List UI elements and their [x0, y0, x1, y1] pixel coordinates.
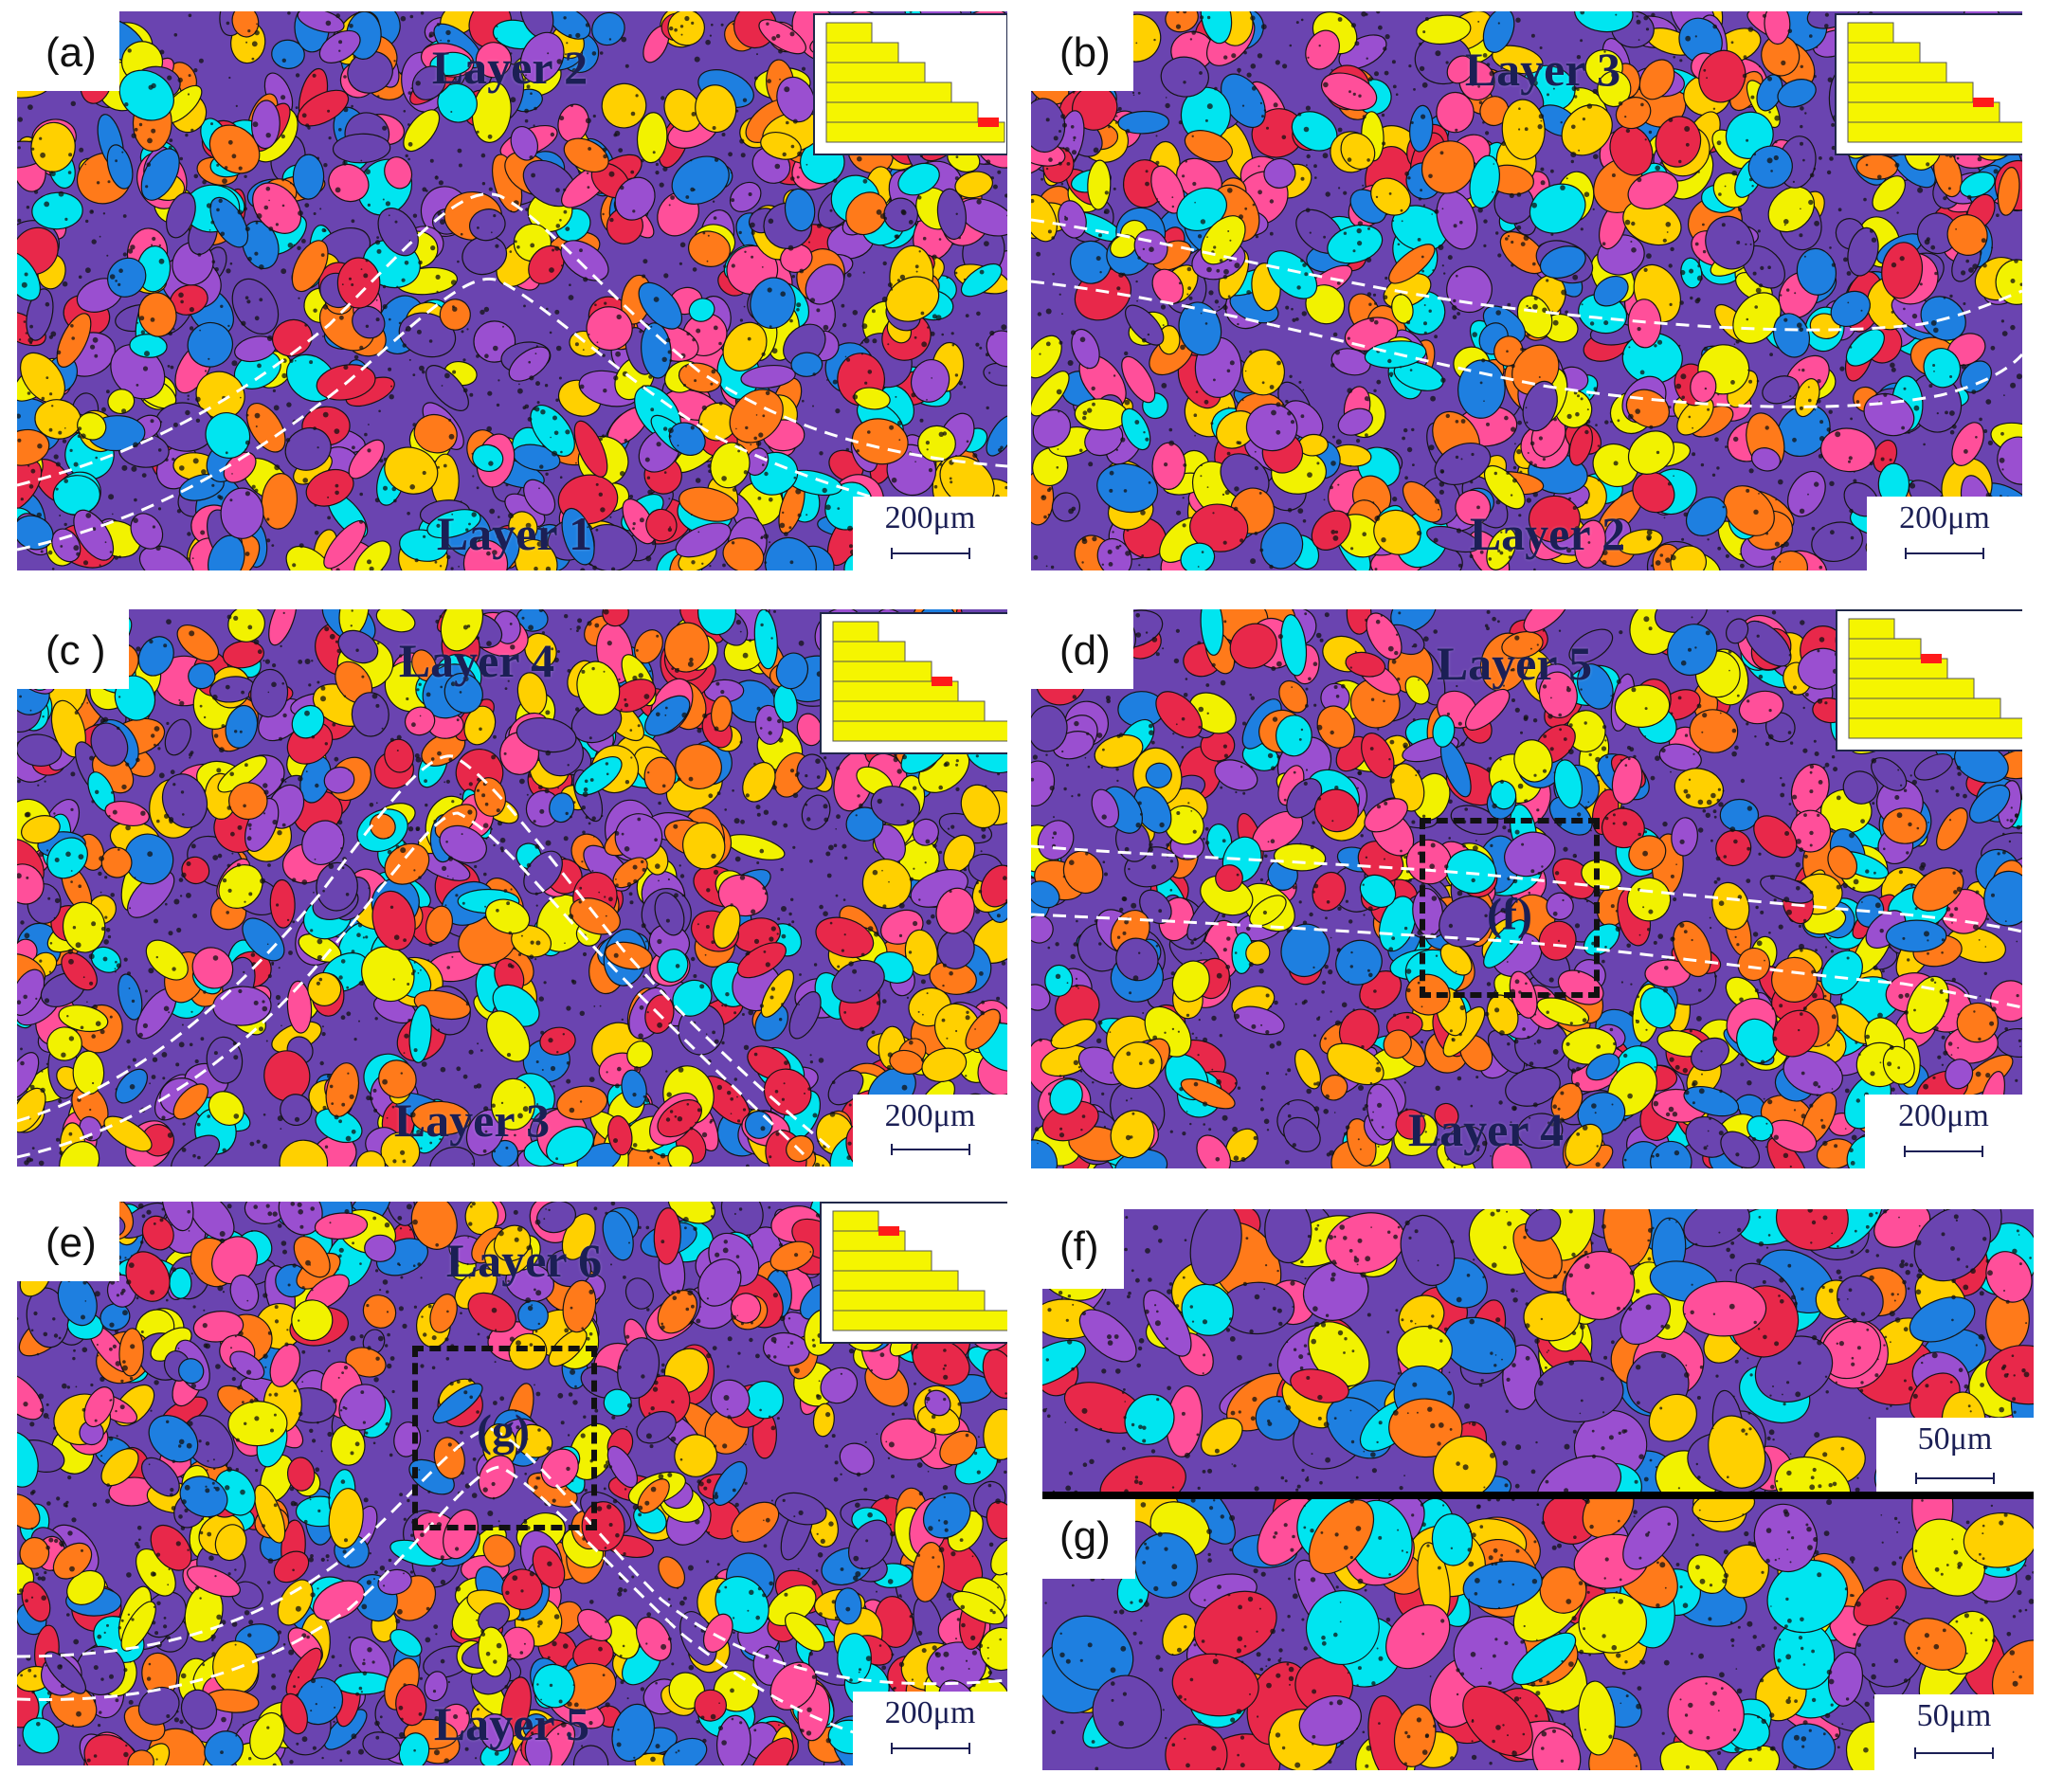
panel-label: (b) — [1031, 11, 1133, 91]
layer-label-top: Layer 5 — [1436, 637, 1593, 690]
position-inset — [1835, 13, 2022, 155]
layer-label-bottom: Layer 5 — [433, 1697, 590, 1750]
panel-e-micrograph: (e) Layer 6 Layer 5 (g) 200μm — [17, 1202, 1007, 1765]
scale-bar-label: 200μm — [884, 1098, 976, 1133]
roi-label: (g) — [477, 1405, 530, 1457]
scale-bar: 200μm — [853, 1095, 1007, 1167]
grain-map — [17, 11, 1007, 570]
layer-label-top: Layer 3 — [1464, 43, 1621, 96]
grain-map — [17, 609, 1007, 1167]
region-of-interest-box — [412, 1346, 597, 1530]
scale-bar-label: 200μm — [1899, 500, 1990, 535]
panel-divider — [1042, 1492, 2034, 1499]
layer-label-bottom: Layer 4 — [1407, 1103, 1565, 1156]
scale-bar: 50μm — [1874, 1694, 2034, 1770]
fusion-boundary-lines — [17, 754, 833, 1159]
layer-label-bottom: Layer 2 — [1469, 507, 1626, 560]
fusion-boundary-lines — [17, 192, 1007, 552]
panel-f-micrograph: (f) 50μm — [1042, 1209, 2034, 1495]
scale-bar-label: 200μm — [884, 500, 976, 535]
panel-label: (g) — [1042, 1499, 1135, 1579]
layer-label-top: Layer 4 — [398, 634, 555, 687]
staircase-diagram — [825, 22, 1005, 143]
staircase-diagram — [1847, 22, 2022, 143]
scale-bar-label: 200μm — [884, 1695, 976, 1730]
position-inset — [820, 1202, 1007, 1344]
scale-bar-label: 50μm — [1917, 1421, 1993, 1457]
roi-label: (f) — [1487, 889, 1532, 940]
panel-label: (e) — [17, 1202, 119, 1281]
staircase-diagram — [1848, 618, 2022, 739]
position-inset — [1836, 609, 2022, 751]
fusion-boundary-lines — [1031, 218, 2022, 408]
layer-label-bottom: Layer 3 — [393, 1094, 551, 1147]
region-of-interest-box — [1420, 818, 1600, 998]
panel-c-micrograph: (c ) Layer 4 Layer 3 200μm — [17, 609, 1007, 1167]
scale-bar: 200μm — [853, 1692, 1007, 1765]
grain-map — [1042, 1209, 2034, 1495]
panel-label: (a) — [17, 11, 119, 91]
scale-bar: 200μm — [1865, 1095, 2022, 1168]
staircase-diagram — [832, 1210, 1007, 1331]
fusion-boundary-lines — [17, 1427, 1007, 1748]
scale-bar-label: 200μm — [1898, 1098, 1989, 1133]
scale-bar: 200μm — [853, 497, 1007, 570]
position-inset — [820, 612, 1007, 754]
position-inset — [813, 13, 1007, 155]
panel-label: (c ) — [17, 609, 129, 689]
scale-bar-label: 50μm — [1916, 1698, 1992, 1733]
panel-d-micrograph: (d) Layer 5 Layer 4 (f) 200μm — [1031, 609, 2022, 1168]
panel-label: (f) — [1042, 1209, 1124, 1289]
panel-b-micrograph: (b) Layer 3 Layer 2 200μm — [1031, 11, 2022, 570]
scale-bar: 50μm — [1876, 1418, 2034, 1495]
layer-label-top: Layer 2 — [431, 41, 588, 94]
layer-label-bottom: Layer 1 — [436, 507, 593, 560]
layer-label-top: Layer 6 — [445, 1234, 603, 1287]
fusion-boundary-lines — [1031, 844, 2022, 1009]
panel-label: (d) — [1031, 609, 1133, 689]
scale-bar: 200μm — [1867, 497, 2022, 570]
panel-g-micrograph: (g) 50μm — [1042, 1499, 2034, 1770]
staircase-diagram — [832, 621, 1007, 742]
panel-a-micrograph: (a) Layer 2 Layer 1 200μm — [17, 11, 1007, 570]
